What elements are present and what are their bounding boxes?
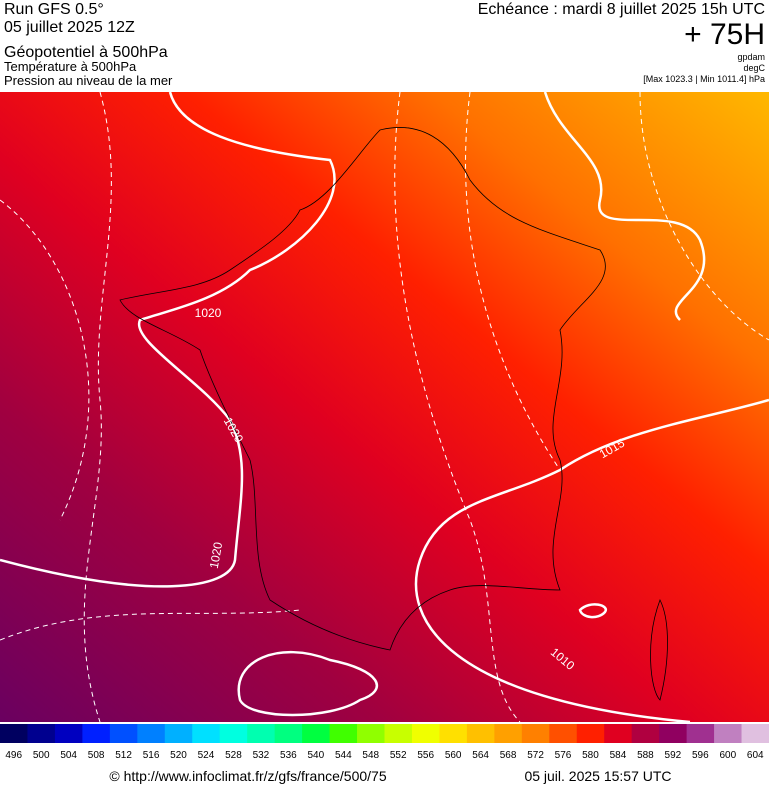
legend-swatch (219, 724, 248, 743)
valid-time: Echéance : mardi 8 juillet 2025 15h UTC (478, 1, 765, 18)
unit: gpdam (737, 52, 765, 62)
legend-swatch (466, 724, 495, 743)
legend-swatch (109, 724, 138, 743)
legend-swatch (192, 724, 221, 743)
unit: degC (743, 63, 765, 73)
legend-label: 580 (582, 750, 599, 761)
field-title: Pression au niveau de la mer (4, 73, 173, 88)
legend-swatch (741, 724, 769, 743)
legend-swatch (357, 724, 385, 743)
legend-swatch (659, 724, 688, 743)
legend-swatch (576, 724, 605, 743)
legend-label: 568 (500, 750, 517, 761)
legend-swatch (686, 724, 715, 743)
legend-label: 604 (747, 750, 764, 761)
legend-swatch (411, 724, 440, 743)
legend-swatch (137, 724, 166, 743)
header-bg (0, 0, 769, 92)
legend-swatch (27, 724, 56, 743)
legend-swatch (604, 724, 633, 743)
isobar-label: 1020 (207, 541, 225, 570)
legend-swatch (549, 724, 578, 743)
legend-swatch (82, 724, 111, 743)
legend-swatch (329, 724, 358, 743)
legend-label: 600 (719, 750, 736, 761)
field-title: Géopotentiel à 500hPa (4, 44, 168, 61)
legend-swatch (0, 724, 28, 743)
legend-swatch (274, 724, 303, 743)
legend-swatch (164, 724, 193, 743)
legend-label: 512 (115, 750, 132, 761)
temperature-field (0, 92, 769, 722)
temperature-contours (0, 91, 769, 723)
legend-label: 572 (527, 750, 544, 761)
legend-label: 548 (362, 750, 379, 761)
legend-label: 596 (692, 750, 709, 761)
legend-label: 500 (33, 750, 50, 761)
legend-label: 556 (417, 750, 434, 761)
legend-label: 520 (170, 750, 187, 761)
legend-swatch (384, 724, 413, 743)
legend-label: 564 (472, 750, 489, 761)
legend-label: 528 (225, 750, 242, 761)
lead-time: + 75H (684, 18, 765, 51)
legend-swatch (714, 724, 743, 743)
run-date: 05 juillet 2025 12Z (4, 19, 135, 36)
isobar-label: 1020 (195, 306, 222, 320)
legend-label: 516 (143, 750, 160, 761)
legend-label: 552 (390, 750, 407, 761)
legend-label: 584 (610, 750, 627, 761)
legend-swatch (439, 724, 468, 743)
legend-label: 576 (555, 750, 572, 761)
coastlines (119, 127, 668, 701)
footer-timestamp: 05 juil. 2025 15:57 UTC (524, 768, 671, 784)
legend-swatch (631, 724, 660, 743)
legend-label: 540 (307, 750, 324, 761)
legend-swatch (54, 724, 83, 743)
legend-label: 508 (88, 750, 105, 761)
legend-label: 544 (335, 750, 352, 761)
legend-swatch (521, 724, 550, 743)
legend-swatch (302, 724, 331, 743)
legend-label: 560 (445, 750, 462, 761)
footer-url: © http://www.infoclimat.fr/z/gfs/france/… (109, 768, 386, 784)
legend-label: 592 (665, 750, 682, 761)
legend-label: 532 (253, 750, 270, 761)
pressure-range: [Max 1023.3 | Min 1011.4] hPa (643, 74, 765, 84)
legend-label: 588 (637, 750, 654, 761)
field-title: Température à 500hPa (4, 59, 137, 74)
legend-label: 524 (198, 750, 215, 761)
isobars (0, 91, 769, 724)
legend-swatch (247, 724, 276, 743)
legend-label: 504 (60, 750, 77, 761)
color-legend: 496 500 504 508 512 516 520 524 528 532 536 540 544 5… (0, 724, 769, 761)
run-label: Run GFS 0.5° (4, 1, 104, 18)
legend-label: 536 (280, 750, 297, 761)
legend-label: 496 (5, 750, 22, 761)
legend-swatch (494, 724, 523, 743)
